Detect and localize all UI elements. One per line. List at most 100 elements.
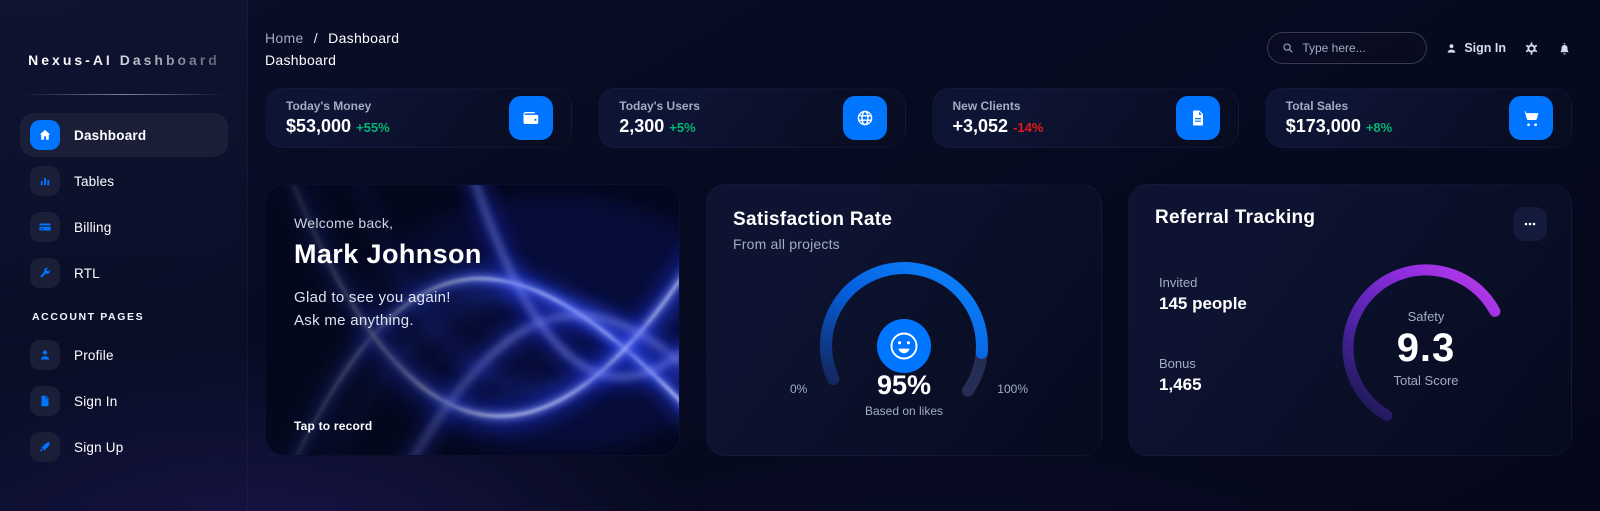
referral-tracking-card: Referral Tracking Invited 145 people Bon… — [1128, 184, 1572, 456]
welcome-card: Welcome back, Mark Johnson Glad to see y… — [265, 184, 680, 456]
topbar: Home / Dashboard Dashboard Sign In — [265, 30, 1572, 68]
sidebar-item-label: Sign In — [74, 393, 118, 409]
gauge-min-label: 0% — [790, 382, 808, 396]
sidebar-item-label: Billing — [74, 219, 112, 235]
welcome-user-name: Mark Johnson — [294, 239, 482, 269]
home-icon — [30, 120, 60, 150]
referral-body: Invited 145 people Bonus 1,465 — [1129, 241, 1571, 443]
satisfaction-content: Satisfaction Rate From all projects — [707, 185, 1101, 434]
gauge-max-label: 100% — [997, 382, 1028, 396]
bonus-label: Bonus — [1159, 356, 1196, 371]
welcome-overlay — [266, 185, 679, 455]
satisfaction-caption: Based on likes — [864, 404, 944, 418]
referral-title: Referral Tracking — [1155, 207, 1316, 228]
main-content: Home / Dashboard Dashboard Sign In — [248, 0, 1600, 511]
sidebar-item-profile[interactable]: Profile — [20, 333, 228, 377]
stats-row: Today's Money $53,000 +55% Today's Users … — [265, 88, 1572, 148]
welcome-greeting: Welcome back, — [294, 215, 394, 231]
topbar-controls: Sign In — [1267, 32, 1572, 64]
safety-score-gauge: Safety 9.3 Total Score — [1331, 253, 1521, 443]
satisfaction-gauge-arc — [820, 262, 988, 397]
person-icon — [1447, 43, 1456, 53]
bell-icon — [1560, 42, 1569, 54]
safety-value: 9.3 — [1396, 325, 1456, 370]
satisfaction-title: Satisfaction Rate — [733, 209, 893, 230]
referral-metrics: Invited 145 people Bonus 1,465 — [1159, 275, 1247, 395]
document-icon — [1175, 96, 1220, 140]
invited-label: Invited — [1159, 275, 1198, 290]
sidebar-nav: Dashboard Tables Billing RTL ACCOUNT PAG… — [0, 113, 248, 469]
card-menu-button[interactable] — [1513, 207, 1547, 241]
chart-bar-icon — [30, 166, 60, 196]
sidebar-section-label: ACCOUNT PAGES — [32, 311, 145, 323]
sidebar-item-label: Sign Up — [74, 439, 124, 455]
logo-divider — [22, 94, 226, 95]
sidebar-item-label: Profile — [74, 347, 114, 363]
breadcrumb-home-link[interactable]: Home — [265, 30, 304, 46]
app-logo: Nexus-AI Dashboard — [0, 52, 248, 68]
breadcrumb: Home / Dashboard — [265, 30, 399, 46]
globe-icon — [842, 96, 887, 140]
settings-button[interactable] — [1524, 41, 1539, 56]
satisfaction-value: 95% — [876, 370, 932, 400]
stat-card-new-clients: New Clients +3,052 -14% — [931, 88, 1239, 148]
sign-in-button[interactable]: Sign In — [1445, 41, 1506, 55]
smiley-icon — [877, 319, 931, 373]
stat-value: $173,000 +8% — [1285, 116, 1393, 136]
stat-texts: Today's Money $53,000 +55% — [286, 99, 390, 137]
gear-icon — [1525, 41, 1538, 55]
welcome-message-line1: Glad to see you again! — [294, 289, 451, 306]
sidebar: Nexus-AI Dashboard Dashboard Tables Bill… — [0, 0, 248, 511]
rocket-icon — [30, 432, 60, 462]
sidebar-item-dashboard[interactable]: Dashboard — [20, 113, 228, 157]
invited-metric: Invited 145 people — [1159, 275, 1247, 314]
stat-label: Total Sales — [1285, 99, 1349, 113]
tap-to-record-button[interactable]: Tap to record — [294, 419, 373, 433]
breadcrumb-block: Home / Dashboard Dashboard — [265, 30, 399, 68]
sidebar-item-billing[interactable]: Billing — [20, 205, 228, 249]
notifications-button[interactable] — [1557, 41, 1572, 56]
welcome-content: Welcome back, Mark Johnson Glad to see y… — [266, 185, 679, 455]
sidebar-item-tables[interactable]: Tables — [20, 159, 228, 203]
invited-value: 145 people — [1159, 294, 1247, 313]
sign-in-label: Sign In — [1464, 41, 1506, 55]
safety-caption: Total Score — [1393, 372, 1459, 388]
wrench-icon — [30, 258, 60, 288]
sidebar-item-signup[interactable]: Sign Up — [20, 425, 228, 469]
wallet-icon — [509, 96, 554, 140]
welcome-message-line2: Ask me anything. — [294, 312, 414, 330]
stat-texts: New Clients +3,052 -14% — [953, 99, 1044, 137]
stat-delta: +8% — [1365, 120, 1393, 135]
stat-card-todays-money: Today's Money $53,000 +55% — [265, 88, 573, 148]
stat-card-todays-users: Today's Users 2,300 +5% — [598, 88, 906, 148]
credit-card-icon — [30, 212, 60, 242]
ellipsis-icon — [1524, 222, 1536, 226]
bonus-value: 1,465 — [1159, 375, 1202, 394]
satisfaction-rate-card: Satisfaction Rate From all projects — [706, 184, 1102, 456]
referral-header: Referral Tracking — [1129, 185, 1571, 241]
person-icon — [30, 340, 60, 370]
stat-texts: Total Sales $173,000 +8% — [1286, 99, 1392, 137]
sidebar-item-label: Dashboard — [74, 127, 147, 143]
sidebar-item-rtl[interactable]: RTL — [20, 251, 228, 295]
document-icon — [30, 386, 60, 416]
stat-card-total-sales: Total Sales $173,000 +8% — [1264, 88, 1572, 148]
stat-label: New Clients — [952, 99, 1021, 113]
sidebar-item-signin[interactable]: Sign In — [20, 379, 228, 423]
stat-value: 2,300 +5% — [619, 116, 696, 136]
stat-value: +3,052 -14% — [952, 116, 1044, 136]
breadcrumb-current: Dashboard — [328, 30, 400, 46]
breadcrumb-separator: / — [313, 30, 318, 46]
stat-label: Today's Money — [286, 99, 372, 113]
search-icon — [1283, 43, 1293, 53]
cards-row: Welcome back, Mark Johnson Glad to see y… — [265, 184, 1572, 456]
bonus-metric: Bonus 1,465 — [1159, 356, 1247, 395]
page-title: Dashboard — [265, 52, 337, 68]
safety-score: Safety 9.3 Total Score — [1331, 253, 1521, 443]
stat-delta: +55% — [356, 120, 390, 135]
satisfaction-subtitle: From all projects — [733, 236, 840, 252]
stat-value: $53,000 +55% — [286, 116, 390, 136]
satisfaction-gauge: 0% 100% 95% Based on likes — [790, 254, 1028, 434]
search-input[interactable] — [1302, 41, 1413, 55]
sidebar-item-label: RTL — [74, 265, 100, 281]
